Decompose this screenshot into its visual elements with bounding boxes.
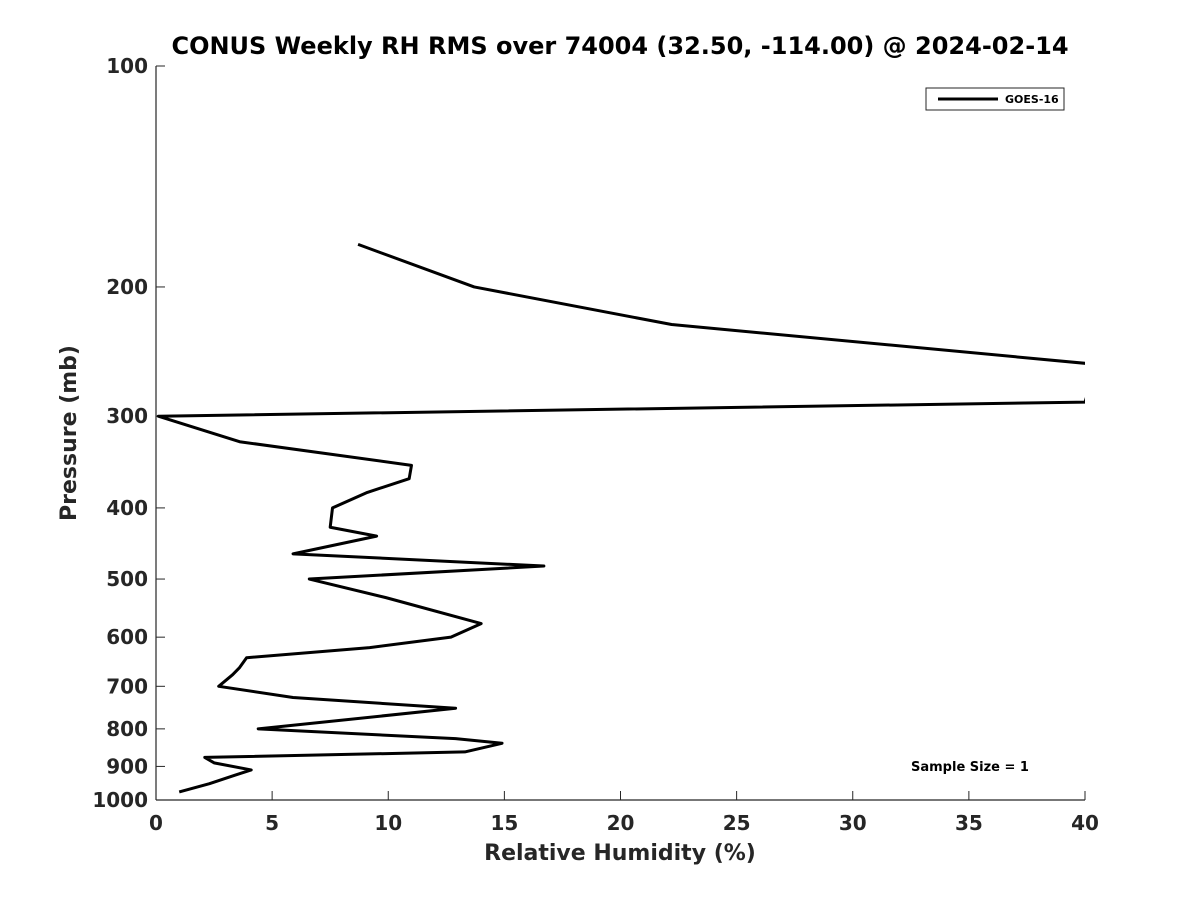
x-tick-label: 30 [839, 811, 867, 835]
x-tick-label: 0 [149, 811, 163, 835]
y-tick-label: 500 [106, 567, 148, 591]
x-tick-label: 35 [955, 811, 983, 835]
x-ticks: 0 5 10 15 20 25 30 35 40 [149, 791, 1099, 835]
y-tick-label: 300 [106, 404, 148, 428]
y-tick-label: 700 [106, 674, 148, 698]
y-axis-label: Pressure (mb) [57, 345, 82, 521]
y-tick-label: 200 [106, 275, 148, 299]
y-tick-label: 100 [106, 54, 148, 78]
x-tick-label: 15 [490, 811, 518, 835]
x-tick-label: 40 [1071, 811, 1099, 835]
x-axis-label: Relative Humidity (%) [484, 841, 756, 866]
legend: GOES-16 [925, 87, 1065, 111]
sample-size-annotation: Sample Size = 1 [911, 760, 1029, 775]
chart-title: CONUS Weekly RH RMS over 74004 (32.50, -… [171, 32, 1068, 60]
plot-area [155, 66, 1085, 801]
y-tick-label: 1000 [92, 788, 148, 812]
x-tick-label: 25 [723, 811, 751, 835]
x-tick-label: 10 [374, 811, 402, 835]
y-tick-label: 400 [106, 496, 148, 520]
x-tick-label: 20 [607, 811, 635, 835]
x-tick-label: 5 [265, 811, 279, 835]
y-tick-label: 800 [106, 717, 148, 741]
series-line-goes-16 [156, 242, 1085, 794]
y-tick-label: 900 [106, 754, 148, 778]
legend-label-goes-16: GOES-16 [1005, 93, 1059, 106]
y-ticks: 100 200 300 400 500 600 700 800 900 1000 [92, 54, 165, 812]
series-layer [156, 242, 1085, 794]
y-tick-label: 600 [106, 625, 148, 649]
